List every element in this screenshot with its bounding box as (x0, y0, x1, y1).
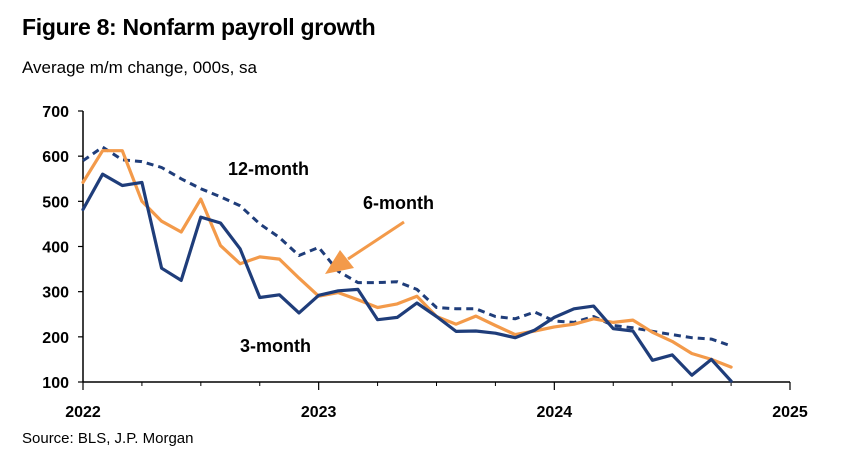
y-tick-label: 400 (42, 240, 69, 257)
x-tick-label: 2022 (65, 404, 101, 421)
y-tick-label: 700 (42, 104, 69, 121)
y-tick-label: 100 (42, 375, 69, 392)
annotation-12-month: 12-month (228, 159, 309, 179)
chart-subtitle: Average m/m change, 000s, sa (22, 58, 257, 77)
x-tick-label: 2024 (537, 404, 573, 421)
series-line-12-month (82, 145, 732, 348)
y-tick-label: 500 (42, 194, 69, 211)
series-line-3-month (81, 172, 733, 383)
chart-source: Source: BLS, J.P. Morgan (22, 430, 194, 447)
chart-series (81, 145, 733, 383)
chart-title: Figure 8: Nonfarm payroll growth (22, 14, 376, 40)
series-line-6-month (81, 149, 733, 369)
annotation-3-month: 3-month (240, 336, 311, 356)
annotation-arrow-head (325, 250, 354, 274)
y-tick-label: 600 (42, 149, 69, 166)
chart-axes: 100 200 300 400 500 600 700 2022 2023 2024 2025 (42, 104, 808, 421)
y-tick-label: 200 (42, 330, 69, 347)
annotation-arrow-shaft (347, 220, 405, 261)
y-tick-label: 300 (42, 285, 69, 302)
x-tick-label: 2023 (301, 404, 337, 421)
chart-annotations: 12-month 6-month 3-month (228, 159, 434, 356)
x-tick-label: 2025 (772, 404, 808, 421)
annotation-6-month: 6-month (363, 193, 434, 213)
